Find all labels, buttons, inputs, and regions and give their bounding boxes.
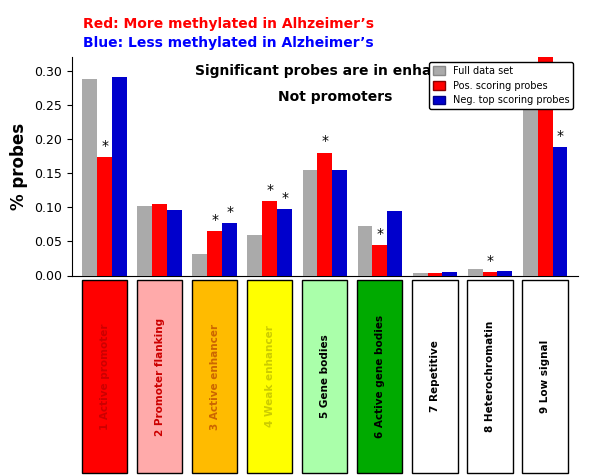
Text: 5 Gene bodies: 5 Gene bodies (320, 334, 330, 418)
Text: 3 Active enhancer: 3 Active enhancer (210, 323, 220, 429)
Y-axis label: % probes: % probes (10, 123, 28, 210)
Bar (372, 246, 387, 276)
Bar (412, 273, 427, 276)
Text: *: * (101, 139, 108, 152)
Text: *: * (211, 213, 218, 227)
Text: *: * (557, 129, 563, 143)
Text: 9 Low signal: 9 Low signal (540, 340, 550, 413)
Bar (137, 206, 152, 276)
Bar (82, 79, 97, 276)
Bar (442, 272, 457, 275)
Text: *: * (377, 228, 383, 241)
Text: 6 Active gene bodies: 6 Active gene bodies (375, 315, 385, 438)
Text: 1 Active promoter: 1 Active promoter (100, 323, 110, 430)
Bar (247, 235, 262, 276)
Legend: Full data set, Pos. scoring probes, Neg. top scoring probes: Full data set, Pos. scoring probes, Neg.… (429, 62, 573, 109)
Bar (523, 81, 538, 276)
Bar (538, 50, 552, 276)
Text: Significant probes are in enhancers: Significant probes are in enhancers (195, 64, 474, 77)
Bar (152, 204, 167, 276)
Text: Blue: Less methylated in Alzheimer’s: Blue: Less methylated in Alzheimer’s (83, 36, 374, 49)
Text: 4 Weak enhancer: 4 Weak enhancer (265, 325, 275, 428)
Bar (483, 272, 498, 275)
Text: *: * (321, 134, 328, 149)
Bar (332, 171, 347, 276)
Bar (387, 210, 402, 276)
Bar (262, 201, 277, 276)
Bar (112, 77, 127, 275)
Text: 2 Promoter flanking: 2 Promoter flanking (154, 317, 164, 436)
Text: *: * (266, 183, 273, 197)
Bar (552, 147, 567, 276)
Text: Red: More methylated in Alhzeimer’s: Red: More methylated in Alhzeimer’s (83, 17, 374, 30)
Bar (358, 227, 372, 276)
Text: *: * (281, 191, 288, 205)
Bar (318, 152, 332, 276)
Bar (498, 271, 513, 275)
Bar (97, 157, 112, 276)
Bar (193, 254, 207, 276)
Bar (222, 223, 237, 276)
Bar (277, 209, 292, 276)
Bar (427, 273, 442, 276)
Bar (303, 171, 318, 276)
Text: *: * (226, 205, 233, 219)
Text: *: * (486, 254, 493, 268)
Text: 7 Repetitive: 7 Repetitive (430, 341, 440, 412)
Bar (207, 231, 222, 276)
Bar (468, 269, 483, 276)
Text: Not promoters: Not promoters (278, 90, 392, 104)
Text: 8 Heterochromatin: 8 Heterochromatin (485, 321, 495, 432)
Bar (167, 210, 182, 276)
